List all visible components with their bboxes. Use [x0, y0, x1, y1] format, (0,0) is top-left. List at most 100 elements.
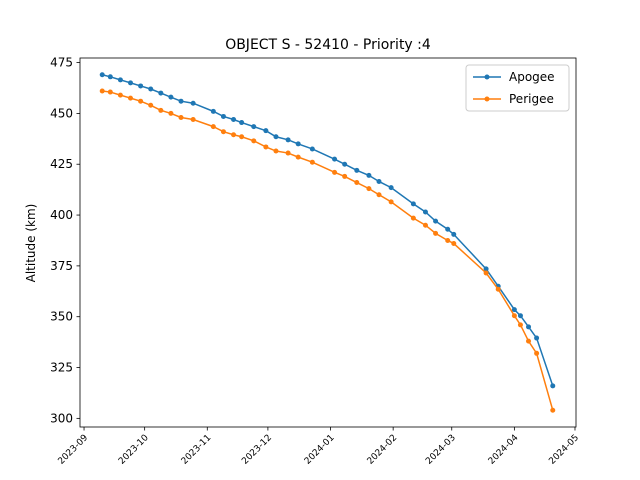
point: [410, 215, 416, 221]
point: [158, 107, 164, 113]
point: [451, 231, 457, 237]
point: [342, 173, 348, 179]
point: [354, 167, 360, 173]
point: [388, 199, 394, 205]
point: [239, 134, 245, 140]
point: [526, 338, 532, 344]
point: [342, 161, 348, 167]
point: [128, 95, 134, 101]
y-tick-label: 300: [50, 411, 73, 425]
y-tick-label: 400: [50, 208, 73, 222]
point: [366, 186, 372, 192]
point: [158, 90, 164, 96]
point: [422, 209, 428, 215]
point: [99, 88, 105, 94]
x-tick-label: 2024-05: [547, 433, 581, 467]
x-tick-label: 2024-04: [487, 433, 521, 467]
point: [138, 83, 144, 89]
point: [273, 148, 279, 154]
point: [117, 77, 123, 83]
point: [511, 313, 517, 319]
point: [445, 226, 451, 232]
point: [295, 141, 301, 147]
point: [422, 222, 428, 228]
x-tick-label: 2023-10: [117, 433, 151, 467]
y-axis-label: Altitude (km): [24, 204, 38, 283]
x-tick-label: 2024-03: [424, 433, 458, 467]
point: [239, 120, 245, 126]
point: [366, 172, 372, 178]
point: [295, 154, 301, 160]
series-line: [102, 74, 554, 387]
legend-label: Perigee: [509, 92, 554, 106]
x-tick-label: 2023-09: [56, 433, 90, 467]
series-line: [102, 90, 554, 411]
point: [495, 286, 501, 292]
x-tick-label: 2024-02: [366, 433, 400, 467]
point: [376, 179, 382, 185]
point: [263, 128, 269, 134]
point: [309, 159, 315, 165]
point: [332, 169, 338, 175]
point: [220, 129, 226, 135]
y-tick-label: 375: [50, 259, 73, 273]
point: [332, 156, 338, 162]
legend-label: Apogee: [509, 70, 555, 84]
point: [231, 132, 237, 138]
point: [210, 124, 216, 130]
point: [354, 180, 360, 186]
x-tick-label: 2023-12: [240, 433, 274, 467]
point: [251, 124, 257, 130]
x-tick-label: 2024-01: [303, 433, 337, 467]
y-tick-label: 325: [50, 361, 73, 375]
point: [148, 102, 154, 108]
x-tick-label: 2023-11: [180, 433, 214, 467]
point: [107, 74, 113, 80]
point: [273, 134, 279, 140]
point: [433, 218, 439, 224]
plot-area: [79, 57, 577, 428]
point: [178, 114, 184, 120]
legend: Apogee Perigee: [465, 64, 570, 112]
point: [550, 383, 556, 389]
point: [117, 92, 123, 98]
point: [550, 407, 556, 413]
point: [483, 266, 489, 272]
point: [220, 113, 226, 119]
legend-marker: [484, 74, 490, 80]
y-tick-label: 450: [50, 106, 73, 120]
point: [410, 201, 416, 207]
point: [285, 137, 291, 143]
point: [517, 322, 523, 328]
point: [190, 117, 196, 122]
point: [433, 230, 439, 236]
chart-title: OBJECT S - 52410 - Priority :4: [225, 37, 431, 53]
point: [231, 117, 237, 122]
point: [138, 98, 144, 104]
point: [148, 86, 154, 92]
point: [534, 335, 540, 341]
y-tick-label: 425: [50, 157, 73, 171]
point: [263, 144, 269, 150]
point: [190, 100, 196, 106]
point: [483, 270, 489, 276]
point: [178, 98, 184, 104]
point: [445, 237, 451, 243]
point: [251, 138, 257, 144]
point: [128, 80, 134, 86]
y-tick-label: 475: [50, 56, 73, 70]
point: [451, 241, 457, 247]
point: [285, 150, 291, 156]
point: [388, 185, 394, 191]
point: [99, 72, 105, 78]
point: [107, 89, 113, 95]
point: [376, 192, 382, 198]
point: [210, 108, 216, 114]
point: [517, 313, 523, 319]
y-tick-label: 350: [50, 310, 73, 324]
point: [526, 324, 532, 330]
point: [168, 94, 174, 100]
point: [168, 110, 174, 116]
legend-marker: [484, 96, 490, 102]
